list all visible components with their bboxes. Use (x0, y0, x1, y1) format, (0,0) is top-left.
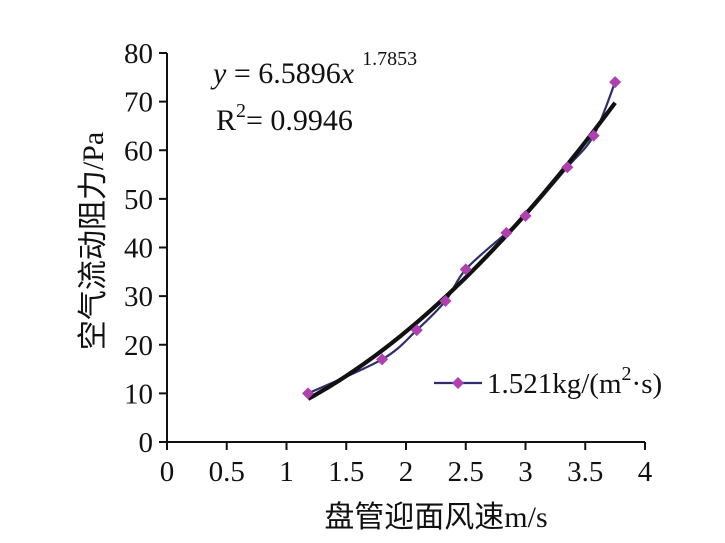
x-tick-label: 2.5 (448, 456, 484, 488)
equation-value: = 6.5896 (226, 57, 340, 90)
data-point-marker (459, 263, 472, 276)
r-squared: R2= 0.9946 (216, 100, 353, 137)
series-line (307, 81, 617, 395)
data-point-marker (410, 324, 423, 337)
x-axis-label: 盘管迎面风速m/s (324, 501, 547, 534)
r-squared-sup: 2 (236, 100, 246, 122)
data-point-marker (609, 76, 622, 89)
data-point-marker (519, 209, 532, 222)
y-tick-label: 30 (124, 281, 153, 313)
trendline-equation: y = 6.5896x 1.7853 (210, 48, 417, 90)
y-tick-label: 80 (124, 38, 153, 70)
x-tick-label: 0 (160, 456, 175, 488)
y-tick-label: 10 (124, 378, 153, 410)
legend-label-sup: 2 (622, 363, 632, 385)
legend-marker-swatch (452, 377, 464, 389)
equation-y-var: y (210, 57, 227, 90)
y-tick-label: 40 (124, 233, 153, 265)
y-tick-label: 70 (124, 87, 153, 119)
data-point-marker (302, 387, 315, 400)
series-markers (302, 76, 622, 400)
data-point-marker (561, 161, 574, 174)
y-tick-label: 0 (139, 427, 154, 459)
y-axis-label: 空气流动阻力/Pa (77, 132, 110, 350)
y-tick-label: 20 (124, 330, 153, 362)
x-tick-label: 2 (399, 456, 414, 488)
equation-exponent: 1.7853 (362, 48, 417, 70)
data-point-marker (500, 226, 513, 239)
equation-x-var: x (340, 57, 355, 90)
x-tick-label: 3 (518, 456, 533, 488)
data-point-marker (376, 353, 389, 366)
y-tick-label: 50 (124, 184, 153, 216)
x-tick-label: 4 (638, 456, 653, 488)
data-point-marker (587, 129, 600, 142)
data-point-marker (439, 294, 452, 307)
y-ticks: 0 10 20 30 40 50 60 70 80 (124, 38, 167, 459)
x-tick-label: 1.5 (328, 456, 364, 488)
legend-label: 1.521kg/(m2·s) (487, 363, 662, 400)
legend-label-main: 1.521kg/(m (487, 368, 622, 400)
r-squared-value: = 0.9946 (246, 104, 353, 137)
x-tick-label: 1 (279, 456, 294, 488)
x-ticks: 0 0.5 1 1.5 2 2.5 3 3.5 4 (160, 442, 653, 488)
y-tick-label: 60 (124, 135, 153, 167)
trendline (306, 101, 617, 401)
x-tick-label: 3.5 (567, 456, 603, 488)
r-squared-label: R (216, 104, 236, 137)
legend: 1.521kg/(m2·s) (434, 363, 662, 400)
x-tick-label: 0.5 (209, 456, 245, 488)
legend-label-tail: ·s) (632, 368, 663, 400)
